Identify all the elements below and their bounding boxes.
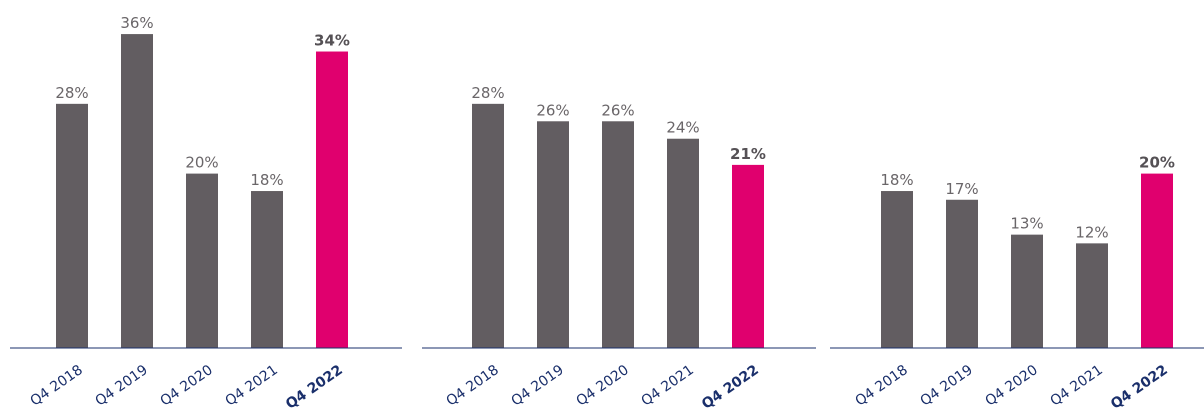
bar-q4-2019 <box>946 199 978 348</box>
bar-q4-2019 <box>537 121 569 348</box>
x-tick-label: Q4 2018 <box>852 362 910 410</box>
data-label: 20% <box>1139 154 1175 172</box>
bar-chart-1: 28% Q4 2018 36% Q4 2019 20% Q4 2020 18% Q4 2021… <box>10 14 402 412</box>
x-tick-label: Q4 2020 <box>157 362 215 410</box>
data-label: 28% <box>471 84 504 102</box>
data-label: 20% <box>185 154 218 172</box>
data-label: 12% <box>1075 223 1108 241</box>
data-label: 26% <box>601 101 634 119</box>
x-tick-label: Q4 2021 <box>638 362 696 410</box>
bar-q4-2020 <box>1011 234 1043 348</box>
data-label: 24% <box>666 119 699 137</box>
x-tick-label: Q4 2018 <box>443 362 501 410</box>
x-tick-label: Q4 2022 <box>283 362 346 412</box>
data-label: 21% <box>730 145 766 163</box>
bar-q4-2018 <box>472 103 504 348</box>
data-label: 34% <box>314 32 350 50</box>
bar-q4-2020 <box>186 173 218 348</box>
x-tick-label: Q4 2022 <box>699 362 762 412</box>
x-tick-label: Q4 2020 <box>982 362 1040 410</box>
x-tick-label: Q4 2018 <box>27 362 85 410</box>
bar-chart-2: 28% Q4 2018 26% Q4 2019 26% Q4 2020 24% Q4 2021… <box>422 84 816 412</box>
data-label: 28% <box>55 84 88 102</box>
data-label: 26% <box>536 101 569 119</box>
x-tick-label: Q4 2020 <box>573 362 631 410</box>
bar-q4-2021 <box>251 191 283 348</box>
x-tick-label: Q4 2021 <box>222 362 280 410</box>
data-label: 13% <box>1010 215 1043 233</box>
bar-q4-2019 <box>121 34 153 349</box>
bar-q4-2022 <box>316 51 348 349</box>
x-tick-label: Q4 2022 <box>1108 362 1171 412</box>
bar-q4-2018 <box>56 103 88 348</box>
bar-q4-2020 <box>602 121 634 348</box>
bar-chart-3: 18% Q4 2018 17% Q4 2019 13% Q4 2020 12% Q4 2021… <box>830 154 1204 412</box>
x-tick-label: Q4 2019 <box>508 362 566 410</box>
x-tick-label: Q4 2019 <box>917 362 975 410</box>
data-label: 17% <box>945 180 978 198</box>
data-label: 36% <box>120 14 153 32</box>
bar-q4-2021 <box>1076 243 1108 348</box>
x-tick-label: Q4 2019 <box>92 362 150 410</box>
x-tick-label: Q4 2021 <box>1047 362 1105 410</box>
data-label: 18% <box>250 171 283 189</box>
bar-q4-2022 <box>732 164 764 348</box>
data-label: 18% <box>880 171 913 189</box>
bar-q4-2021 <box>667 138 699 348</box>
bar-q4-2018 <box>881 191 913 348</box>
bar-q4-2022 <box>1141 173 1173 348</box>
